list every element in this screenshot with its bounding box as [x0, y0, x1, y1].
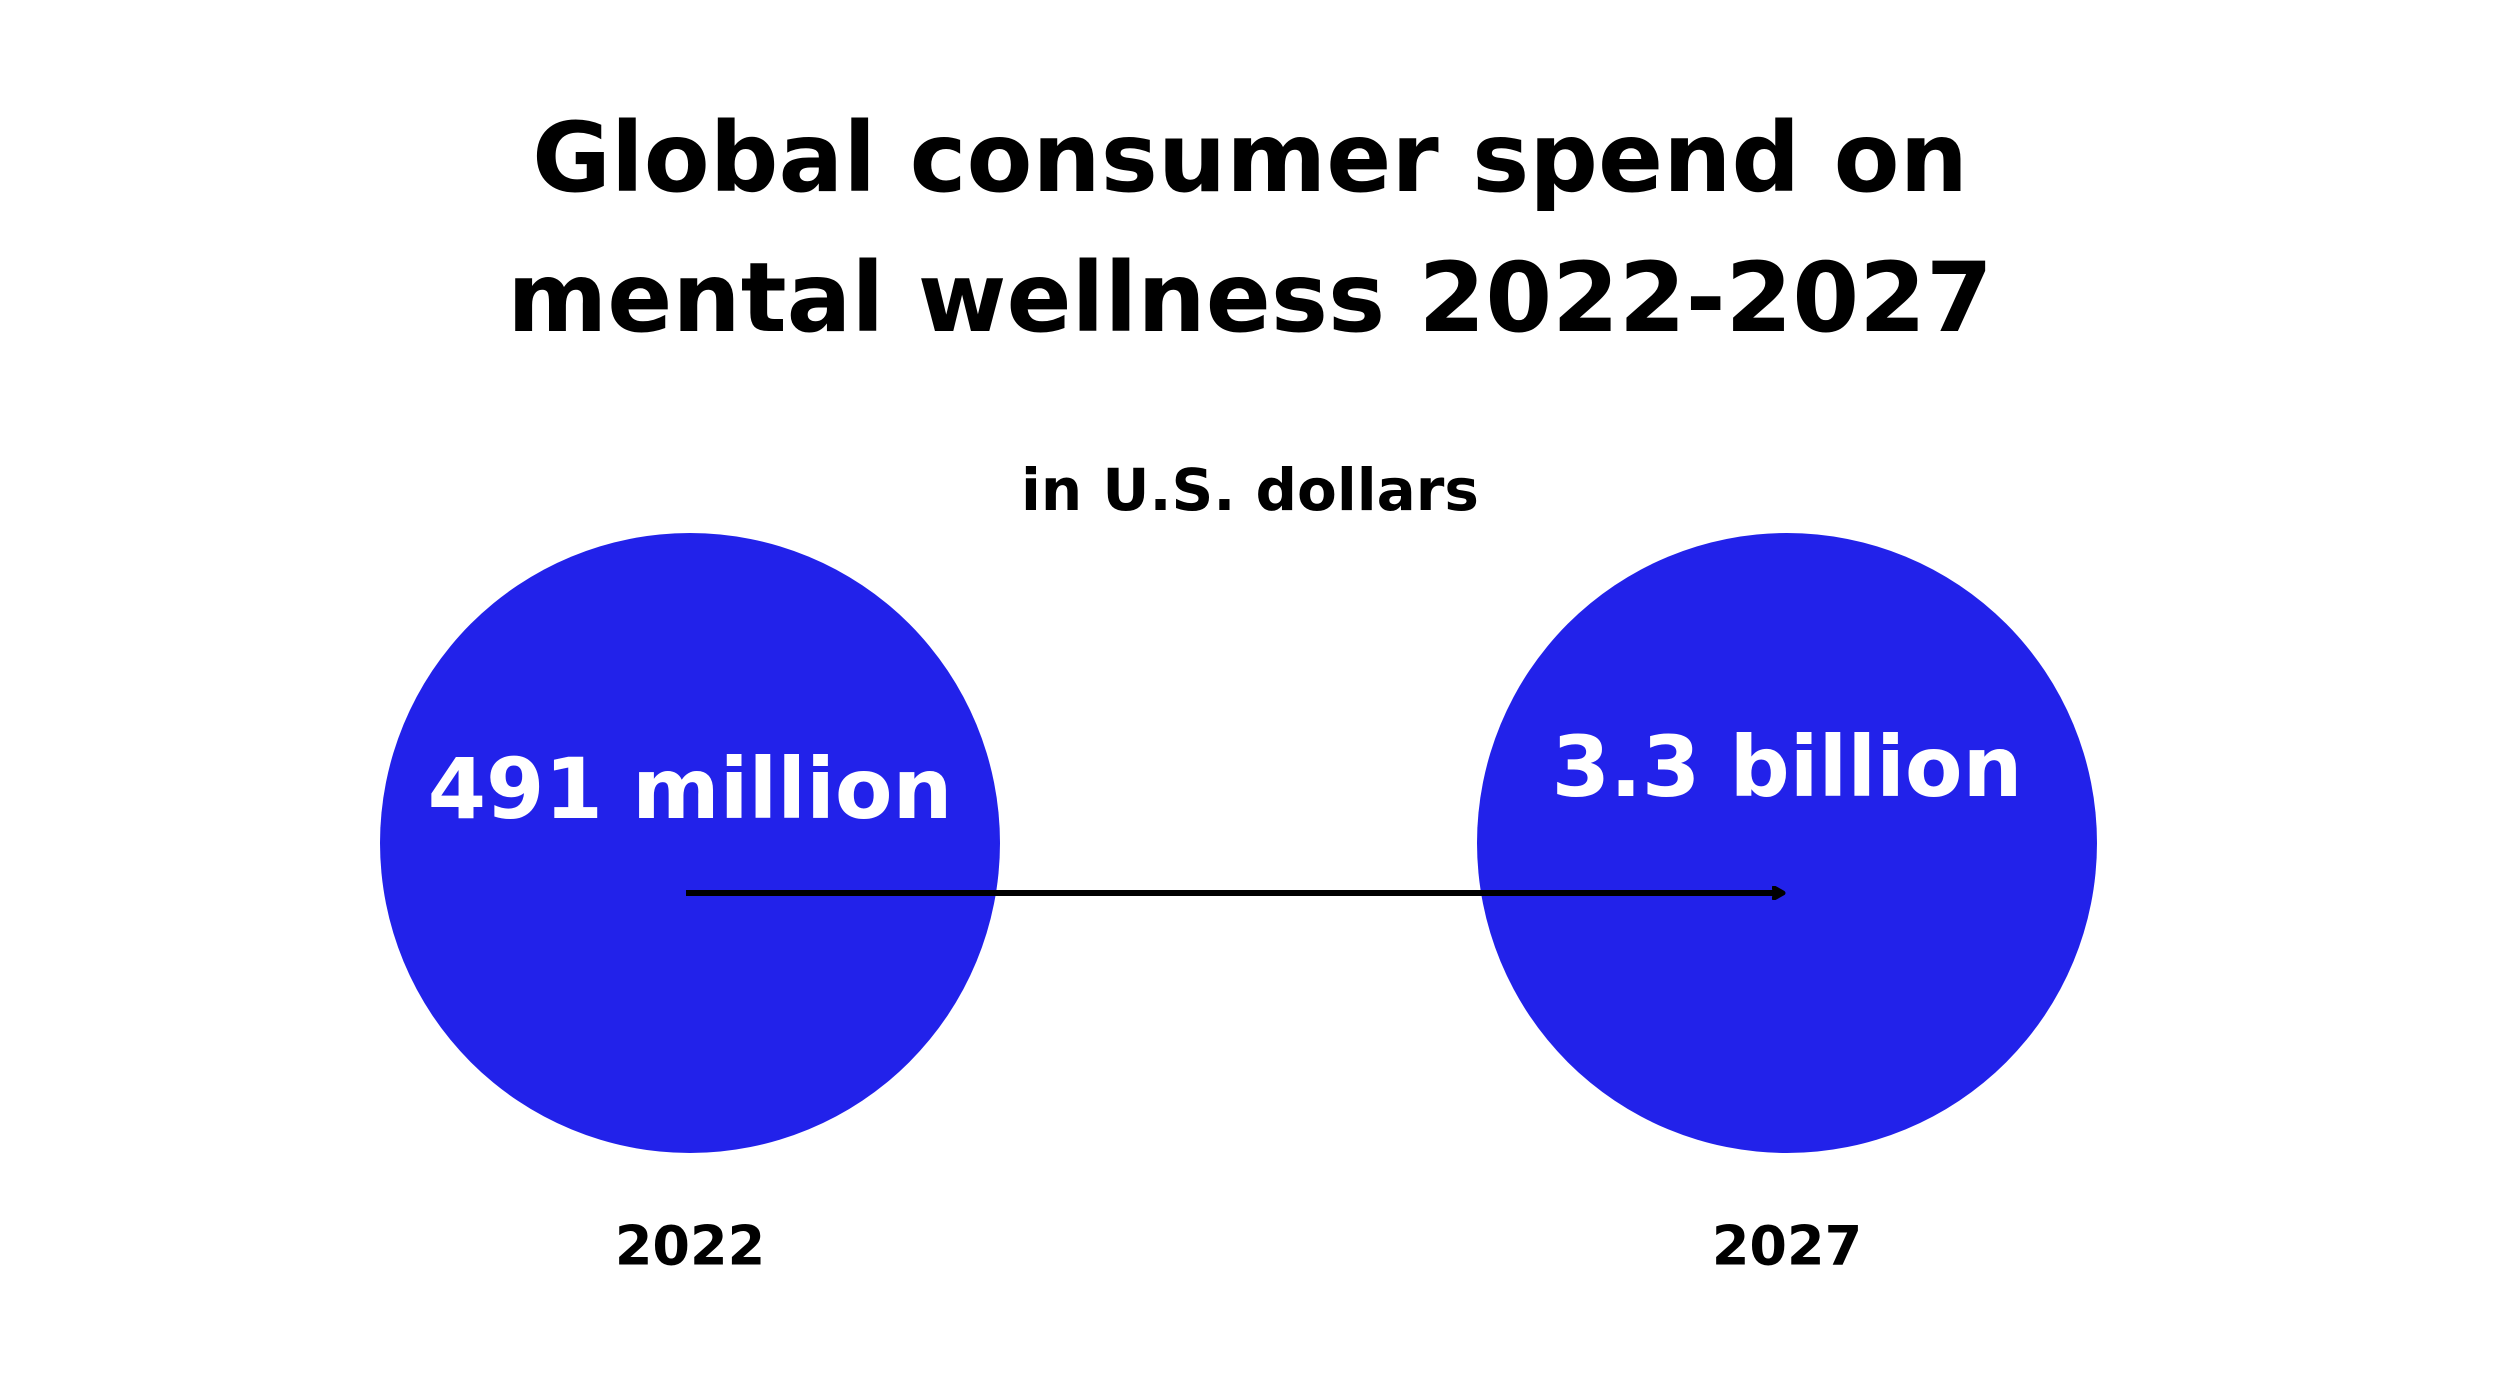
bubble-2027 [1477, 533, 2097, 1153]
chart-subtitle: in U.S. dollars [1021, 456, 1479, 524]
chart-title-line-2: mental wellness 2022-2027 [507, 242, 1993, 354]
bubble-2022 [380, 533, 1000, 1153]
chart-title-line-1: Global consumer spend on [532, 102, 1968, 214]
year-label-2027: 2027 [1712, 1215, 1862, 1278]
year-label-2022: 2022 [615, 1215, 765, 1278]
chart-title: Global consumer spend on mental wellness… [0, 88, 2500, 368]
value-label-2022: 491 million [428, 740, 953, 838]
value-label-2027: 3.3 billion [1552, 718, 2023, 816]
